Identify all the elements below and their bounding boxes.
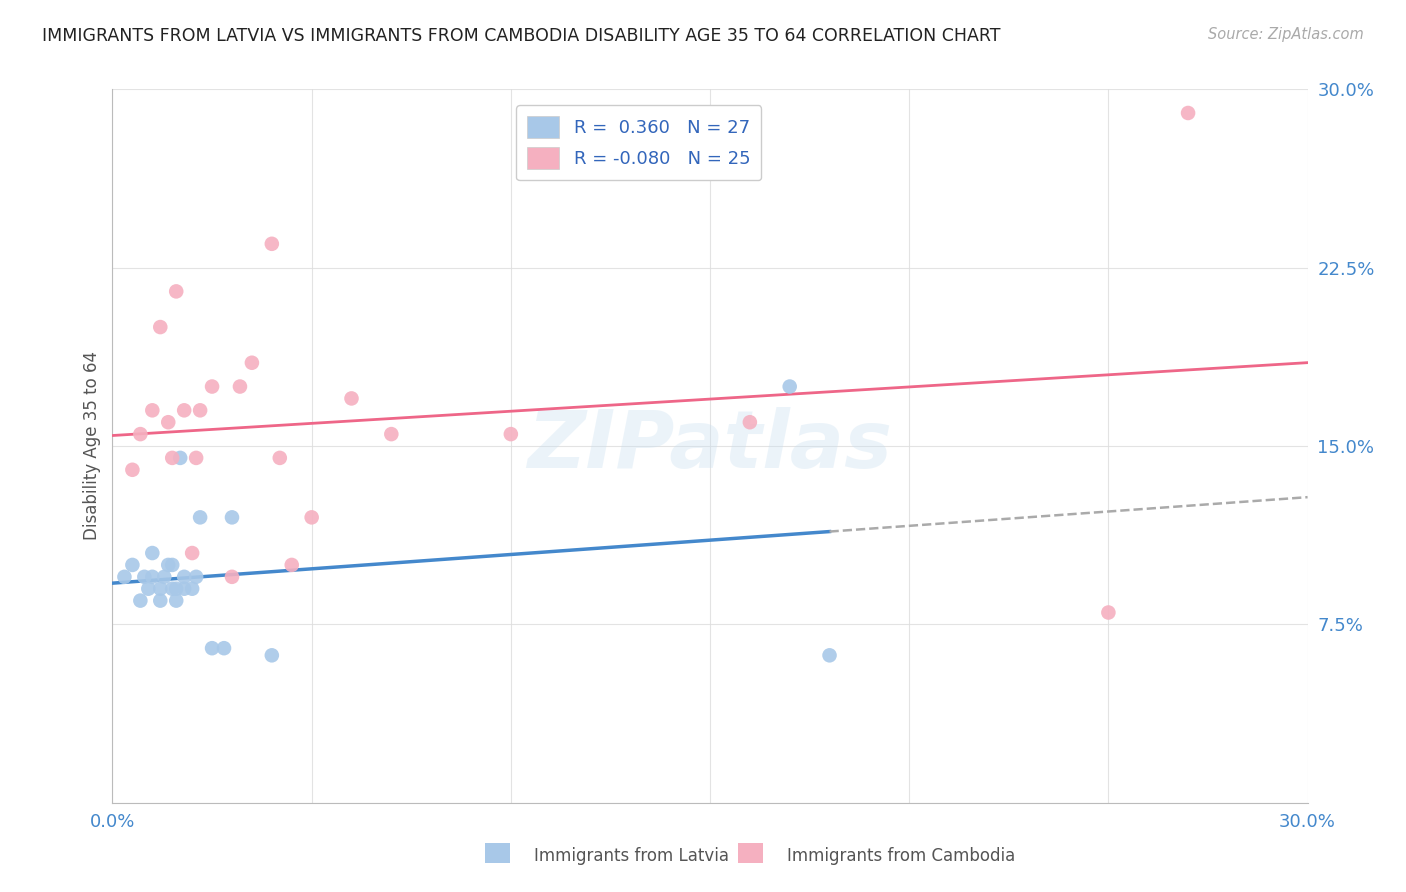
Point xyxy=(380,427,402,442)
Point xyxy=(114,570,135,584)
Y-axis label: Disability Age 35 to 64: Disability Age 35 to 64 xyxy=(83,351,101,541)
Point xyxy=(181,582,204,596)
Point xyxy=(1177,106,1199,120)
Point xyxy=(157,558,180,572)
Point xyxy=(173,570,195,584)
Point xyxy=(188,403,211,417)
Point xyxy=(138,582,160,596)
Point xyxy=(240,356,263,370)
Point xyxy=(141,403,163,417)
Point xyxy=(162,558,183,572)
Point xyxy=(188,510,211,524)
Point xyxy=(165,285,187,299)
Point xyxy=(141,546,163,560)
Point xyxy=(201,379,224,393)
Point xyxy=(281,558,304,572)
Point xyxy=(134,570,156,584)
Point xyxy=(157,415,180,429)
Point xyxy=(162,582,183,596)
Point xyxy=(129,427,152,442)
Point xyxy=(149,582,172,596)
Point xyxy=(260,236,283,251)
Point xyxy=(779,379,801,393)
Point xyxy=(212,641,235,656)
Point xyxy=(260,648,283,663)
Point xyxy=(229,379,252,393)
Legend: R =  0.360   N = 27, R = -0.080   N = 25: R = 0.360 N = 27, R = -0.080 N = 25 xyxy=(516,105,761,180)
Text: Immigrants from Latvia: Immigrants from Latvia xyxy=(534,847,730,865)
Point xyxy=(221,510,243,524)
Text: Source: ZipAtlas.com: Source: ZipAtlas.com xyxy=(1208,27,1364,42)
Point xyxy=(153,570,176,584)
Point xyxy=(169,450,191,465)
Point xyxy=(301,510,323,524)
Text: IMMIGRANTS FROM LATVIA VS IMMIGRANTS FROM CAMBODIA DISABILITY AGE 35 TO 64 CORRE: IMMIGRANTS FROM LATVIA VS IMMIGRANTS FRO… xyxy=(42,27,1001,45)
Point xyxy=(201,641,224,656)
Point xyxy=(149,593,172,607)
Point xyxy=(165,593,187,607)
Point xyxy=(173,582,195,596)
Point xyxy=(499,427,522,442)
Point xyxy=(129,593,152,607)
Point xyxy=(121,558,143,572)
Point xyxy=(162,450,183,465)
Point xyxy=(186,450,208,465)
Point xyxy=(121,463,143,477)
Point xyxy=(165,582,187,596)
Point xyxy=(173,403,195,417)
Point xyxy=(269,450,291,465)
Point xyxy=(340,392,363,406)
Point xyxy=(181,546,204,560)
Text: ZIPatlas: ZIPatlas xyxy=(527,407,893,485)
Point xyxy=(221,570,243,584)
Text: Immigrants from Cambodia: Immigrants from Cambodia xyxy=(787,847,1015,865)
Point xyxy=(149,320,172,334)
Point xyxy=(186,570,208,584)
Point xyxy=(1097,606,1119,620)
Point xyxy=(141,570,163,584)
Point xyxy=(738,415,761,429)
Point xyxy=(818,648,841,663)
